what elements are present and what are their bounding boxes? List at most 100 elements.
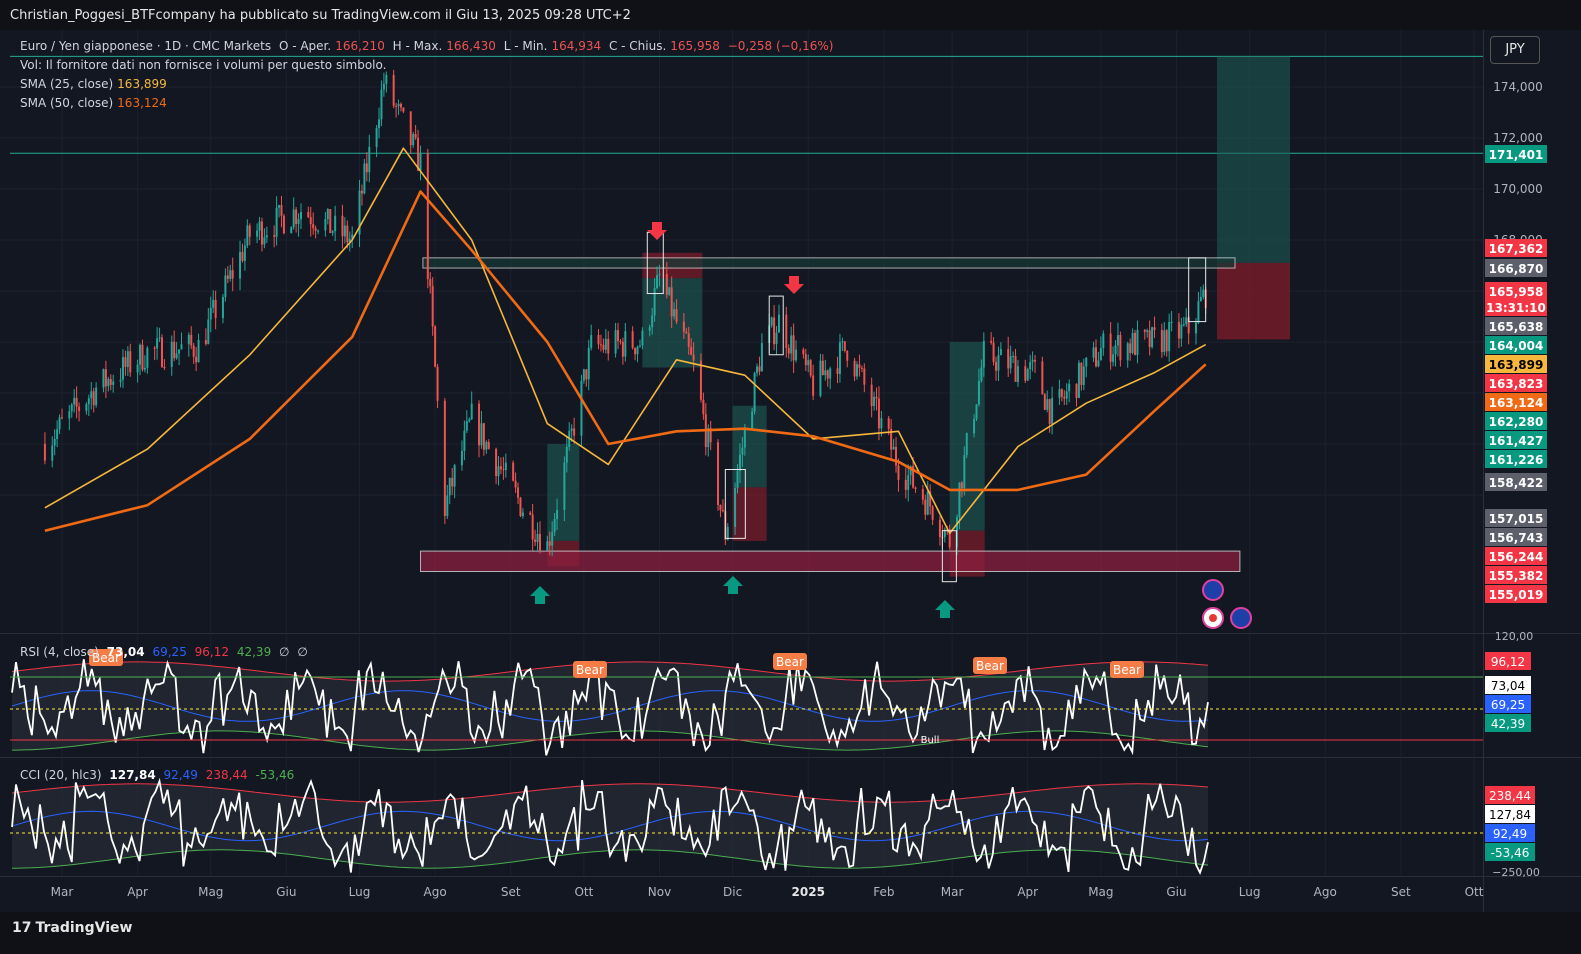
time-tick: Giu bbox=[276, 885, 296, 899]
candle-body bbox=[395, 105, 398, 107]
price-tick: 174,000 bbox=[1493, 80, 1543, 94]
arrow-up-icon bbox=[530, 586, 550, 604]
time-tick: Ott bbox=[1465, 885, 1484, 899]
chart-canvas[interactable]: Bear Bear Bear Bear Bear Bull 174,000 172,000 1… bbox=[0, 30, 1581, 912]
candle-body bbox=[1129, 343, 1132, 354]
price-label: 156,743 bbox=[1489, 531, 1544, 545]
candle-body bbox=[192, 345, 195, 357]
rsi-pane: Bear Bear Bear Bear Bear Bull bbox=[10, 649, 1483, 756]
candle-body bbox=[282, 215, 285, 234]
candle-body bbox=[846, 350, 849, 361]
cci-value: 127,84 bbox=[109, 768, 156, 782]
candle-body bbox=[826, 370, 829, 379]
candle-body bbox=[158, 337, 161, 339]
candle-body bbox=[446, 495, 449, 517]
candle-body bbox=[548, 541, 551, 546]
eu-flag-icon bbox=[1202, 579, 1224, 601]
candle-body bbox=[70, 404, 73, 412]
candle-body bbox=[1134, 332, 1137, 355]
candle-body bbox=[204, 340, 207, 344]
candle-body bbox=[775, 332, 778, 345]
cci-axis-box bbox=[1485, 805, 1535, 823]
candle-body bbox=[973, 419, 976, 434]
price-label-box bbox=[1485, 393, 1547, 411]
candle-body bbox=[160, 337, 163, 367]
price-label: 13:31:10 bbox=[1486, 301, 1546, 315]
candle-body bbox=[670, 287, 673, 317]
candle-body bbox=[365, 163, 368, 173]
candle-body bbox=[426, 153, 429, 280]
candle-body bbox=[460, 450, 463, 466]
candle-body bbox=[1031, 359, 1034, 362]
price-label-box bbox=[1485, 585, 1547, 603]
sma-lines bbox=[44, 147, 1207, 535]
candle-body bbox=[682, 321, 685, 332]
legend-c-label: C - Chius. bbox=[608, 39, 667, 53]
rsi-value: 73,04 bbox=[106, 645, 145, 659]
candle-body bbox=[890, 428, 893, 450]
candle-body bbox=[699, 360, 702, 400]
candle-body bbox=[380, 89, 383, 120]
candle-body bbox=[1182, 324, 1185, 326]
cci-lower-value: -53,46 bbox=[255, 768, 295, 782]
arrow-up-icon bbox=[935, 600, 955, 618]
candle-body bbox=[892, 446, 895, 450]
time-tick: Lug bbox=[1239, 885, 1261, 899]
candle-body bbox=[1024, 366, 1027, 381]
price-label: 163,124 bbox=[1489, 396, 1544, 410]
candle-body bbox=[1131, 332, 1134, 354]
chart-background bbox=[0, 30, 1581, 912]
time-tick: Lug bbox=[349, 885, 371, 899]
candle-body bbox=[824, 370, 827, 376]
rsi-axis-box bbox=[1485, 676, 1531, 694]
candle-body bbox=[399, 103, 402, 108]
long-position-stop bbox=[1217, 262, 1290, 340]
time-tick: 2025 bbox=[792, 885, 825, 899]
cci-axis-label: 92,49 bbox=[1493, 827, 1527, 841]
legend-sma50: SMA (50, close) 163,124 bbox=[20, 96, 171, 110]
candle-body bbox=[743, 429, 746, 448]
candle-body bbox=[343, 225, 346, 237]
candle-body bbox=[587, 347, 590, 380]
cci-axis-label: -53,46 bbox=[1491, 846, 1530, 860]
candle-body bbox=[382, 83, 385, 90]
price-axis[interactable]: 174,000172,000170,000168,000171,401167,3… bbox=[1485, 80, 1547, 879]
candle-body bbox=[926, 491, 929, 515]
legend-sma25-label: SMA (25, close) bbox=[20, 77, 114, 91]
candle-body bbox=[802, 349, 805, 355]
candle-body bbox=[1168, 322, 1171, 352]
candle-body bbox=[992, 342, 995, 362]
candle-body bbox=[760, 342, 763, 372]
candle-body bbox=[61, 417, 63, 419]
candle-body bbox=[1151, 327, 1154, 348]
candle-body bbox=[624, 331, 627, 357]
candle-body bbox=[753, 373, 756, 412]
candle-body bbox=[180, 344, 183, 350]
candle-body bbox=[409, 111, 412, 146]
candle-body bbox=[178, 349, 181, 354]
time-axis[interactable]: Mar Apr Mag Giu Lug Ago Set Ott Nov Dic 2025 Feb Mar… bbox=[51, 885, 1484, 899]
candle-body bbox=[87, 398, 90, 405]
arrow-down-icon bbox=[647, 222, 667, 240]
candle-body bbox=[785, 314, 788, 349]
price-label: 162,280 bbox=[1489, 415, 1544, 429]
candle-body bbox=[819, 360, 822, 396]
candle-body bbox=[602, 344, 605, 350]
candle-body bbox=[195, 356, 198, 363]
currency-button[interactable]: JPY bbox=[1490, 36, 1540, 64]
candle-body bbox=[53, 438, 56, 446]
legend-vol: Vol: Il fornitore dati non fornisce i vo… bbox=[20, 58, 390, 72]
candle-body bbox=[858, 364, 861, 368]
candle-body bbox=[690, 346, 693, 355]
legend-change: −0,258 (−0,16%) bbox=[727, 39, 834, 53]
candle-body bbox=[497, 466, 500, 477]
time-tick: Ott bbox=[574, 885, 593, 899]
candle-body bbox=[836, 368, 839, 374]
candle-body bbox=[451, 478, 454, 487]
candle-body bbox=[1194, 322, 1197, 334]
candle-body bbox=[619, 341, 622, 343]
candle-body bbox=[119, 379, 122, 382]
candle-body bbox=[1119, 335, 1122, 361]
time-tick: Mag bbox=[198, 885, 223, 899]
candle-body bbox=[58, 417, 61, 430]
